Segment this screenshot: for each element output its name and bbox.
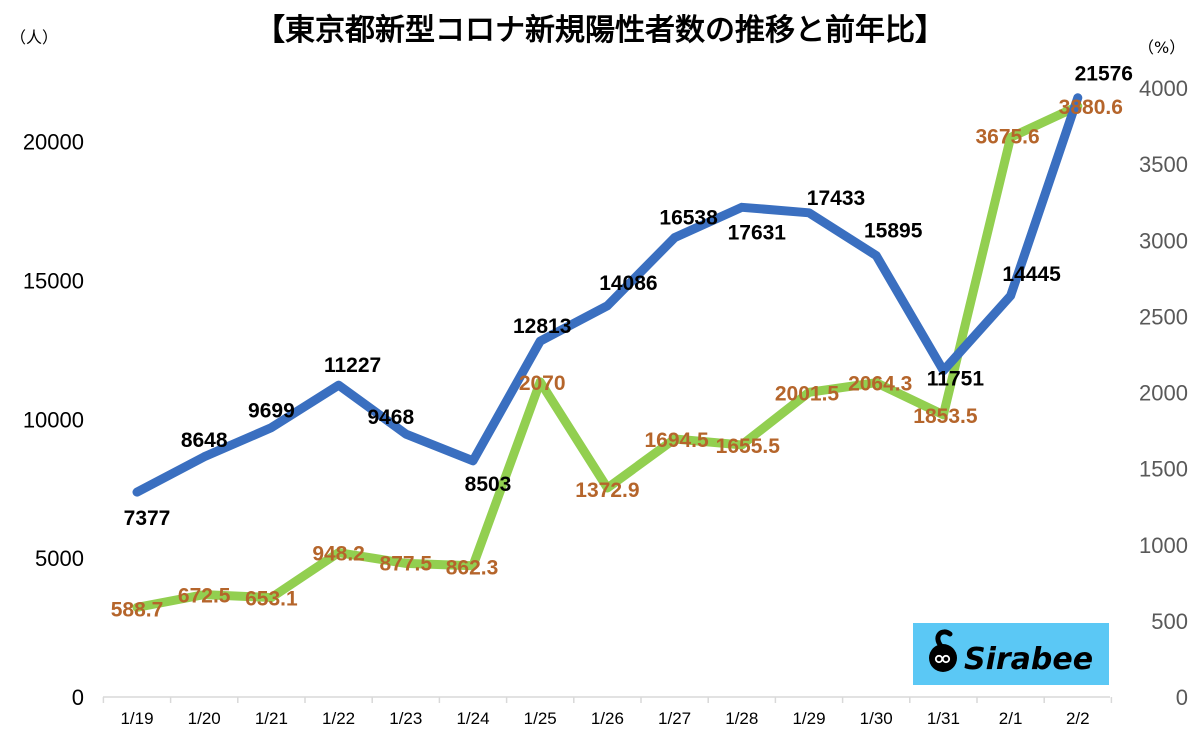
x-tick-label: 1/22 xyxy=(322,709,355,728)
x-tick-label: 1/21 xyxy=(255,709,288,728)
data-label-new-cases: 17433 xyxy=(807,187,865,210)
x-tick-label: 1/25 xyxy=(524,709,557,728)
x-tick-label: 1/19 xyxy=(120,709,153,728)
sirabee-logo: Sirabee xyxy=(913,623,1109,685)
left-tick-label: 0 xyxy=(72,685,84,710)
series-line-new-cases xyxy=(132,93,1083,497)
left-tick-label: 20000 xyxy=(23,130,84,155)
data-label-new-cases: 21576 xyxy=(1075,63,1133,86)
x-tick-label: 1/24 xyxy=(456,709,489,728)
x-tick-label: 1/23 xyxy=(389,709,422,728)
data-label-new-cases: 15895 xyxy=(864,220,923,243)
left-tick-label: 5000 xyxy=(35,546,84,571)
series-lines xyxy=(132,93,1083,612)
x-tick-label: 1/28 xyxy=(725,709,758,728)
left-tick-label: 15000 xyxy=(23,268,84,293)
x-tick-label: 2/1 xyxy=(999,709,1023,728)
data-label-new-cases: 9699 xyxy=(248,400,295,423)
data-label-year-over-year: 2064.3 xyxy=(848,373,912,396)
data-label-year-over-year: 2001.5 xyxy=(775,382,840,405)
data-label-year-over-year: 877.5 xyxy=(380,552,433,575)
right-axis-unit: （%） xyxy=(1138,38,1185,57)
data-labels: 7377 8648 9699 11227 9468 8503 12813 14086 16538… xyxy=(111,63,1133,622)
right-tick-label: 3000 xyxy=(1139,228,1188,253)
data-label-year-over-year: 948.2 xyxy=(312,543,365,566)
right-tick-label: 4000 xyxy=(1139,76,1188,101)
left-axis-unit: （人） xyxy=(10,28,58,47)
chart-title: 【東京都新型コロナ新規陽性者数の推移と前年比】 xyxy=(255,13,945,48)
data-label-new-cases: 8503 xyxy=(465,473,512,496)
data-label-year-over-year: 653.1 xyxy=(245,588,298,611)
left-axis-ticks: 0 5000 10000 15000 20000 xyxy=(23,130,84,711)
left-tick-label: 10000 xyxy=(23,407,84,432)
data-label-new-cases: 12813 xyxy=(513,315,571,338)
x-tick-label: 1/20 xyxy=(188,709,221,728)
data-label-new-cases: 11751 xyxy=(927,368,985,391)
data-label-new-cases: 9468 xyxy=(367,406,414,429)
data-label-year-over-year: 1694.5 xyxy=(644,429,709,452)
right-tick-label: 500 xyxy=(1151,609,1188,634)
data-label-year-over-year: 2070 xyxy=(519,372,566,395)
data-label-year-over-year: 1655.5 xyxy=(716,435,781,458)
data-label-new-cases: 8648 xyxy=(181,429,228,452)
x-tick-label: 1/27 xyxy=(658,709,691,728)
logo-text: Sirabee xyxy=(964,642,1093,677)
right-tick-label: 1000 xyxy=(1139,533,1188,558)
right-tick-label: 2500 xyxy=(1139,304,1188,329)
x-tick-label: 1/26 xyxy=(591,709,624,728)
sirabee-mark-icon xyxy=(929,629,957,672)
data-label-new-cases: 17631 xyxy=(728,221,787,244)
x-tick-label: 1/29 xyxy=(792,709,825,728)
data-label-year-over-year: 1372.9 xyxy=(575,479,639,502)
right-tick-label: 0 xyxy=(1176,685,1188,710)
x-tick-label: 2/2 xyxy=(1066,709,1090,728)
data-label-new-cases: 14445 xyxy=(1002,263,1061,286)
right-axis-ticks: 0 500 1000 1500 2000 2500 3000 3500 4000 xyxy=(1139,76,1188,710)
data-label-year-over-year: 3880.6 xyxy=(1059,96,1123,119)
data-label-new-cases: 16538 xyxy=(659,207,718,230)
right-tick-label: 1500 xyxy=(1139,457,1188,482)
data-label-year-over-year: 1853.5 xyxy=(913,405,978,428)
right-tick-label: 3500 xyxy=(1139,152,1188,177)
x-tick-label: 1/31 xyxy=(927,709,960,728)
right-tick-label: 2000 xyxy=(1139,381,1188,406)
data-label-new-cases: 14086 xyxy=(599,272,657,295)
data-label-new-cases: 7377 xyxy=(124,507,171,530)
data-label-year-over-year: 588.7 xyxy=(111,598,164,621)
series-line-year-over-year xyxy=(132,101,1083,612)
x-axis-ticks: 1/19 1/20 1/21 1/22 1/23 1/24 1/25 1/26 1/27 1/28… xyxy=(102,697,1113,728)
data-label-year-over-year: 3675.6 xyxy=(975,125,1039,148)
data-label-year-over-year: 672.5 xyxy=(178,585,231,608)
data-label-year-over-year: 862.3 xyxy=(446,557,499,580)
x-tick-label: 1/30 xyxy=(860,709,893,728)
data-label-new-cases: 11227 xyxy=(324,354,381,377)
